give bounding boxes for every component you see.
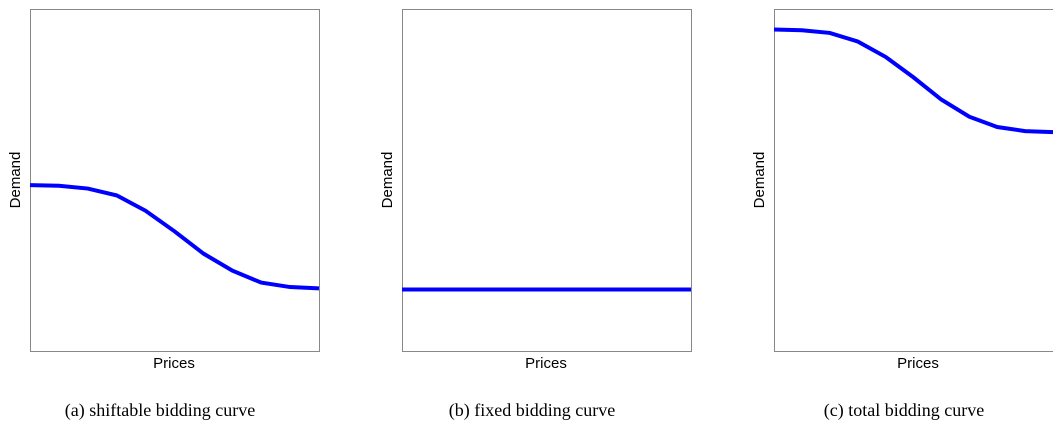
y-axis-label: Demand	[379, 152, 396, 209]
caption: (c) total bidding curve	[824, 400, 984, 421]
demand-line	[29, 183, 320, 291]
x-axis-label: Prices	[525, 355, 567, 372]
y-axis-label: Demand	[7, 152, 24, 209]
plot-frame	[402, 9, 692, 352]
caption: (a) shiftable bidding curve	[65, 400, 255, 421]
plot-frame	[30, 9, 320, 352]
x-axis-label: Prices	[153, 355, 195, 372]
caption: (b) fixed bidding curve	[449, 400, 615, 421]
demand-line	[773, 27, 1053, 135]
plot-frame	[774, 9, 1053, 352]
x-axis-label: Prices	[897, 355, 939, 372]
y-axis-label: Demand	[751, 152, 768, 209]
